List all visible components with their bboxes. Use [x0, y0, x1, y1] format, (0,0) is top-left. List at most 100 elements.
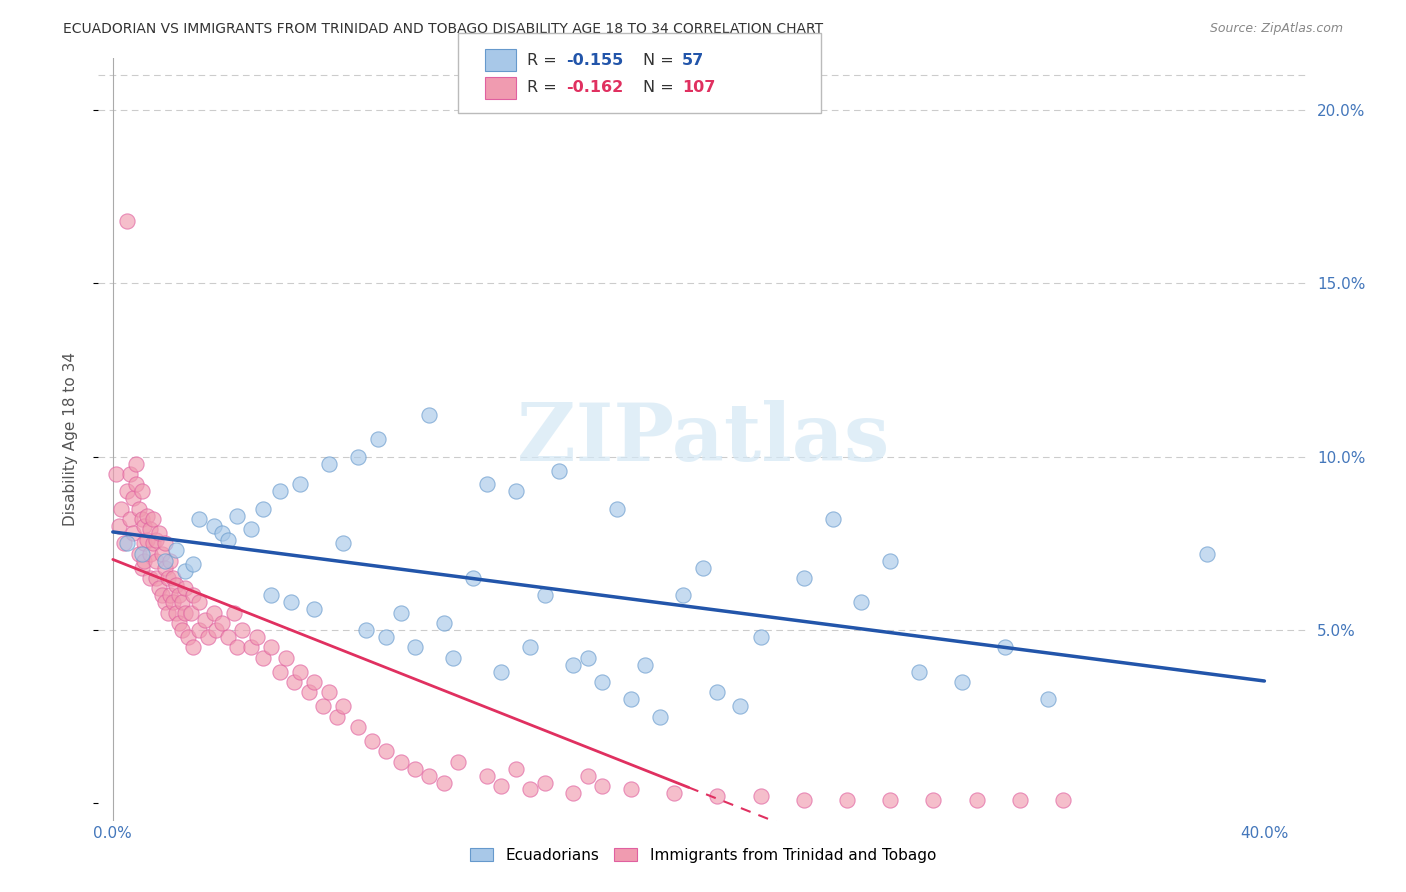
Point — [634, 657, 657, 672]
Point — [125, 457, 148, 471]
Point — [136, 533, 159, 547]
Text: -0.155: -0.155 — [567, 53, 624, 68]
Point — [404, 640, 426, 655]
Point — [120, 512, 142, 526]
Point — [197, 630, 219, 644]
Point — [346, 720, 368, 734]
Point — [1195, 547, 1218, 561]
Point — [139, 547, 162, 561]
Point — [706, 789, 728, 804]
Point — [648, 709, 671, 723]
Point — [180, 606, 202, 620]
Point — [167, 615, 190, 630]
Point — [433, 615, 456, 630]
Point — [274, 650, 297, 665]
Point — [433, 775, 456, 789]
Point — [162, 595, 184, 609]
Point — [269, 484, 291, 499]
Point — [122, 525, 145, 540]
Point — [519, 640, 541, 655]
Point — [304, 602, 326, 616]
Point — [240, 640, 263, 655]
Point — [269, 665, 291, 679]
Text: -0.162: -0.162 — [567, 80, 624, 95]
Point — [288, 477, 311, 491]
Point — [183, 640, 205, 655]
Point — [202, 606, 225, 620]
Point — [404, 762, 426, 776]
Point — [620, 782, 643, 797]
Point — [170, 595, 193, 609]
Point — [367, 432, 389, 446]
Point — [672, 588, 695, 602]
Point — [576, 650, 599, 665]
Point — [749, 789, 772, 804]
Point — [346, 450, 368, 464]
Point — [354, 623, 377, 637]
Point — [139, 523, 162, 537]
Point — [159, 554, 181, 568]
Point — [606, 501, 628, 516]
Point — [418, 408, 440, 422]
Point — [851, 595, 873, 609]
Point — [1052, 793, 1074, 807]
Text: 57: 57 — [682, 53, 704, 68]
Point — [165, 578, 187, 592]
Point — [966, 793, 988, 807]
Point — [156, 571, 179, 585]
Point — [150, 547, 173, 561]
Text: N =: N = — [643, 53, 679, 68]
Point — [620, 692, 643, 706]
Point — [145, 533, 167, 547]
Point — [252, 650, 274, 665]
Point — [145, 571, 167, 585]
Point — [730, 699, 752, 714]
Point — [153, 536, 176, 550]
Point — [318, 457, 340, 471]
Point — [142, 512, 165, 526]
Point — [110, 501, 132, 516]
Point — [153, 554, 176, 568]
Point — [288, 665, 311, 679]
Point — [821, 512, 844, 526]
Point — [252, 501, 274, 516]
Point — [139, 571, 162, 585]
Point — [879, 793, 901, 807]
Point — [332, 699, 354, 714]
Point — [793, 793, 815, 807]
Point — [159, 588, 181, 602]
Point — [167, 588, 190, 602]
Point — [692, 560, 714, 574]
Point — [115, 214, 138, 228]
Point — [375, 744, 398, 758]
Point — [225, 640, 247, 655]
Point — [173, 606, 195, 620]
Point — [156, 606, 179, 620]
Point — [142, 536, 165, 550]
Point — [107, 519, 129, 533]
Point — [136, 508, 159, 523]
Point — [188, 512, 211, 526]
Point — [475, 477, 498, 491]
Point — [115, 484, 138, 499]
Point — [491, 779, 513, 793]
Point — [591, 779, 613, 793]
Point — [318, 685, 340, 699]
Point — [950, 675, 973, 690]
Point — [908, 665, 931, 679]
Text: ECUADORIAN VS IMMIGRANTS FROM TRINIDAD AND TOBAGO DISABILITY AGE 18 TO 34 CORREL: ECUADORIAN VS IMMIGRANTS FROM TRINIDAD A… — [63, 22, 824, 37]
Text: R =: R = — [527, 80, 562, 95]
Point — [326, 709, 349, 723]
Point — [297, 685, 319, 699]
Point — [134, 554, 156, 568]
Point — [125, 477, 148, 491]
Point — [134, 519, 156, 533]
Point — [591, 675, 613, 690]
Point — [793, 571, 815, 585]
Point — [304, 675, 326, 690]
Point — [194, 613, 217, 627]
Point — [112, 536, 135, 550]
Point — [389, 755, 412, 769]
Point — [879, 554, 901, 568]
Point — [332, 536, 354, 550]
